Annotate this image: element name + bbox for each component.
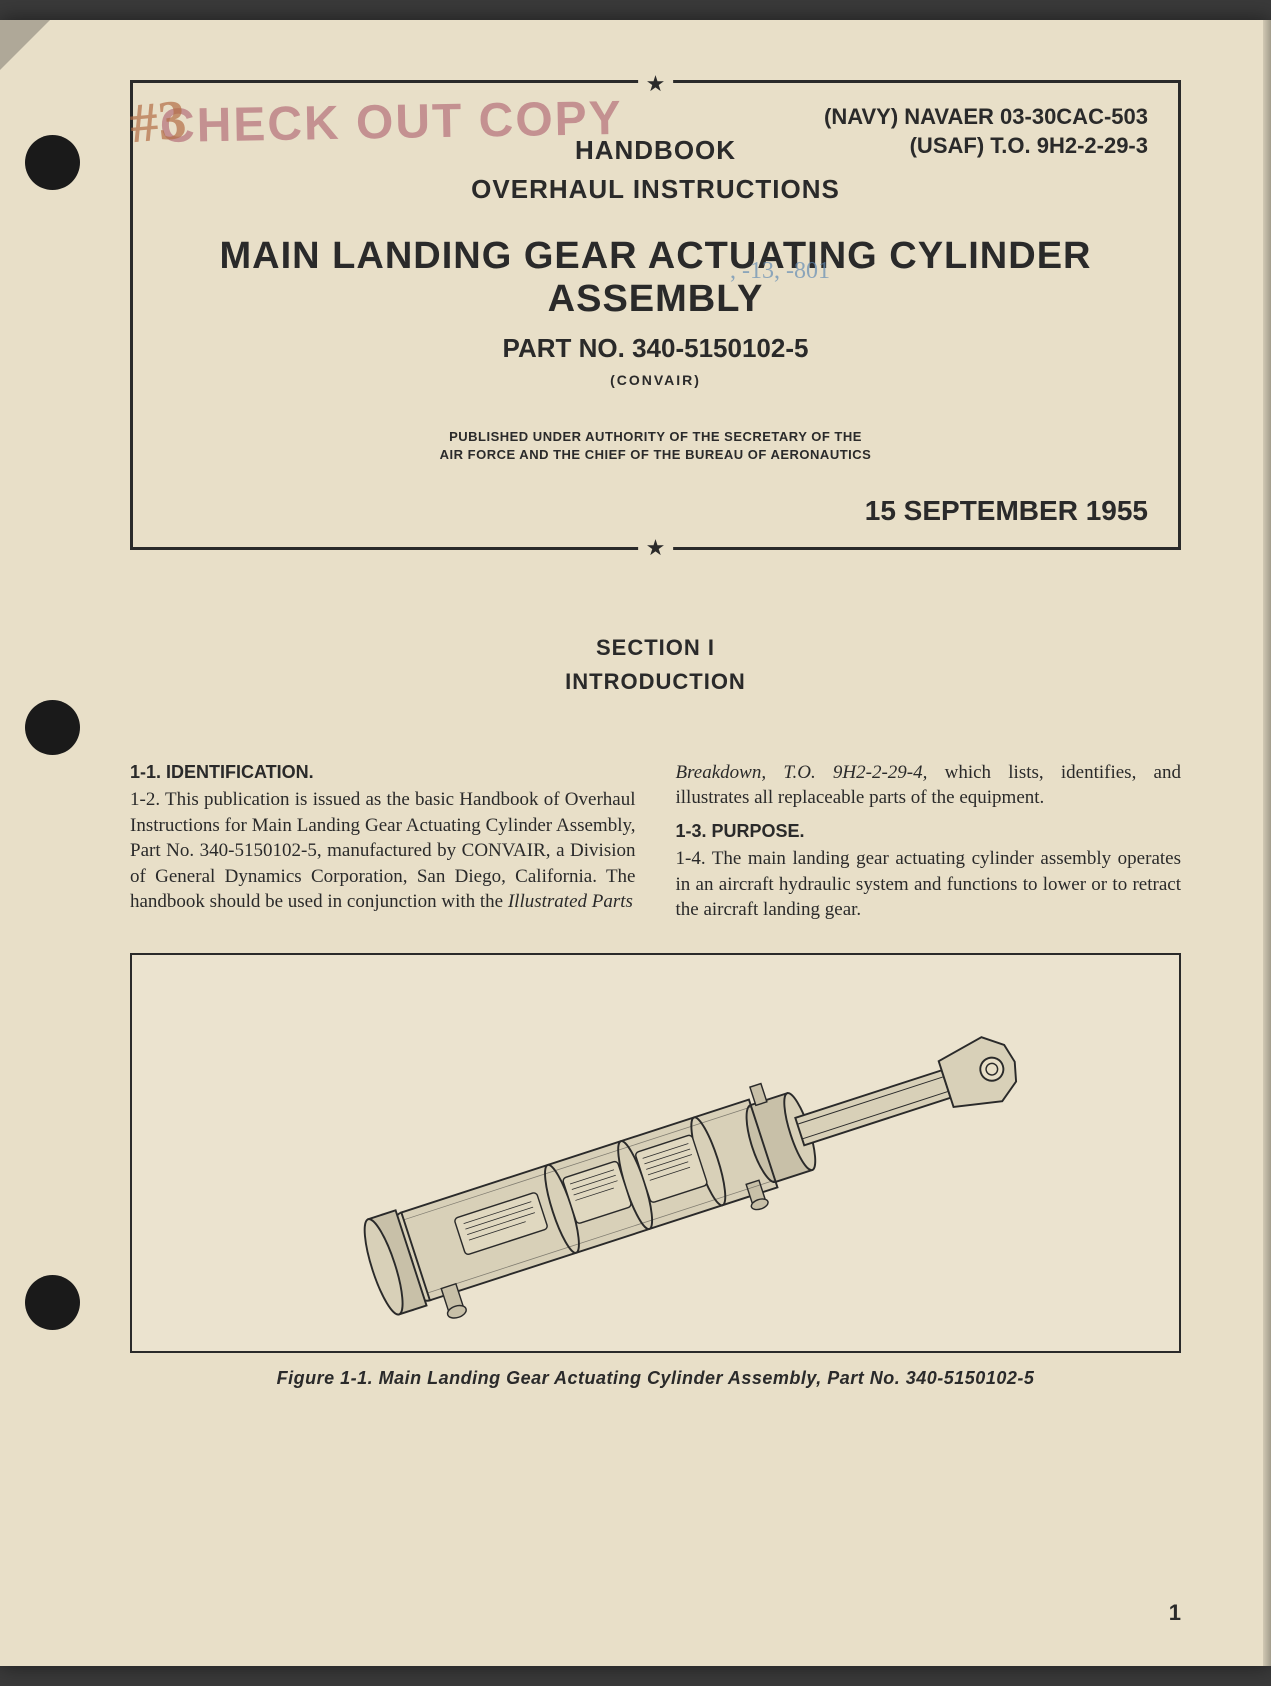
- page-number: 1: [1169, 1600, 1181, 1626]
- main-title: MAIN LANDING GEAR ACTUATING CYLINDER ASS…: [163, 235, 1148, 321]
- figure-illustration: [130, 953, 1181, 1353]
- page-right-edge: [1263, 20, 1271, 1666]
- section-number: SECTION I: [130, 635, 1181, 661]
- heading-1-1: 1-1. IDENTIFICATION.: [130, 760, 636, 784]
- heading-1-3: 1-3. PURPOSE.: [676, 819, 1182, 843]
- punch-hole-icon: [25, 135, 80, 190]
- cylinder-drawing-icon: [184, 985, 1126, 1322]
- authority-line-1: PUBLISHED UNDER AUTHORITY OF THE SECRETA…: [163, 428, 1148, 446]
- punch-hole-icon: [25, 1275, 80, 1330]
- manufacturer-label: (CONVAIR): [163, 372, 1148, 388]
- publication-date: 15 SEPTEMBER 1955: [163, 495, 1148, 527]
- figure-caption: Figure 1-1. Main Landing Gear Actuating …: [130, 1368, 1181, 1389]
- document-page: #3 CHECK OUT COPY , -13, -801 ★ ★ (NAVY)…: [0, 20, 1271, 1666]
- part-number: PART NO. 340-5150102-5: [163, 333, 1148, 364]
- content-columns: 1-1. IDENTIFICATION. 1-2. This publicati…: [130, 760, 1181, 924]
- right-column: Breakdown, T.O. 9H2-2-29-4, which lists,…: [676, 760, 1182, 924]
- instructions-label: OVERHAUL INSTRUCTIONS: [163, 174, 1148, 205]
- left-column: 1-1. IDENTIFICATION. 1-2. This publicati…: [130, 760, 636, 924]
- star-icon: ★: [638, 535, 674, 561]
- paragraph-1-2: 1-2. This publication is issued as the b…: [130, 787, 636, 915]
- star-icon: ★: [638, 71, 674, 97]
- paragraph-continuation: Breakdown, T.O. 9H2-2-29-4, which lists,…: [676, 760, 1182, 811]
- navy-doc-number: (NAVY) NAVAER 03-30CAC-503: [163, 103, 1148, 132]
- section-title: INTRODUCTION: [130, 669, 1181, 695]
- title-box: ★ ★ (NAVY) NAVAER 03-30CAC-503 (USAF) T.…: [130, 80, 1181, 550]
- punch-hole-icon: [25, 700, 80, 755]
- paragraph-1-4: 1-4. The main landing gear actuating cyl…: [676, 846, 1182, 923]
- page-corner-fold: [0, 20, 50, 70]
- authority-line-2: AIR FORCE AND THE CHIEF OF THE BUREAU OF…: [163, 446, 1148, 464]
- authority-statement: PUBLISHED UNDER AUTHORITY OF THE SECRETA…: [163, 428, 1148, 464]
